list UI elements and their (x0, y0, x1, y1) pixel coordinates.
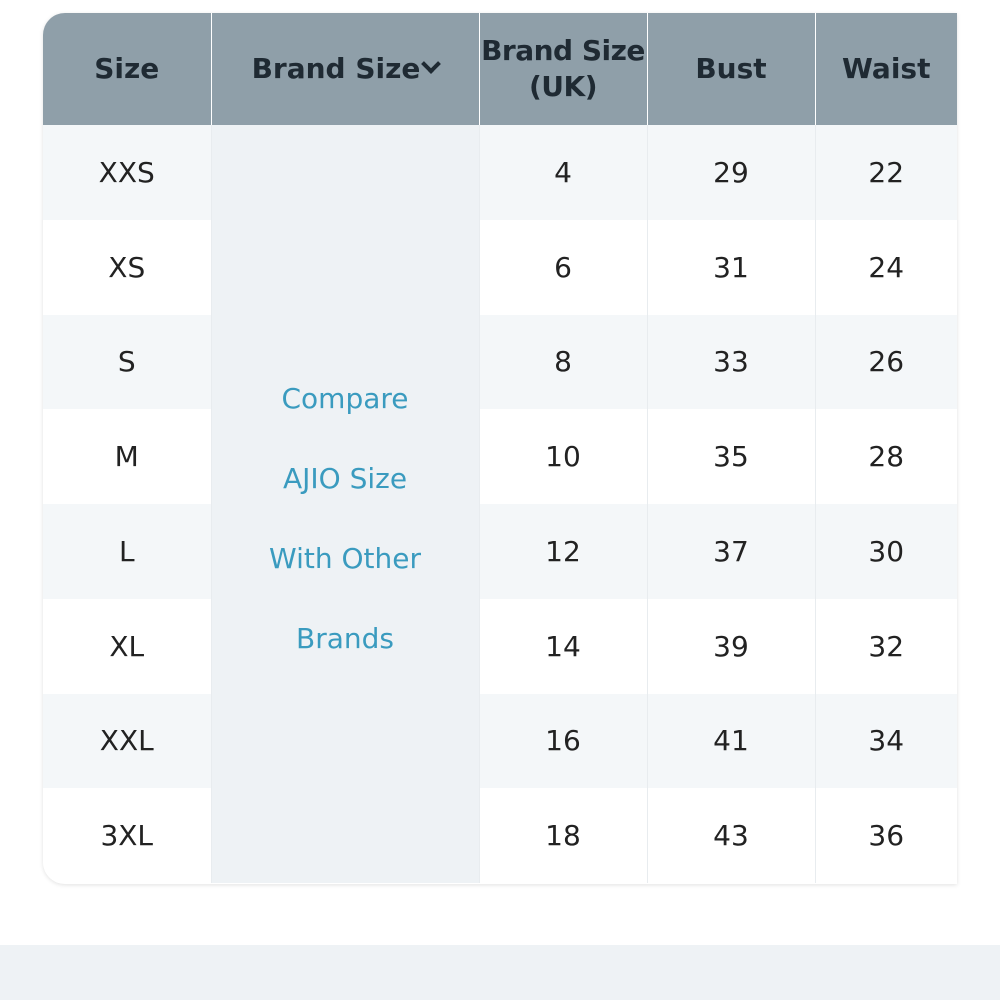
cell-waist: 26 (815, 314, 957, 410)
compare-link-line4[interactable]: Brands (296, 622, 394, 655)
header-waist: Waist (815, 13, 957, 125)
table-row: XS 6 31 24 (43, 219, 957, 315)
table-row: XXL 16 41 34 (43, 693, 957, 789)
bottom-bar (0, 945, 1000, 1000)
cell-bust: 39 (647, 598, 816, 694)
cell-size: XXS (43, 125, 212, 220)
cell-uk: 12 (479, 504, 648, 599)
header-bust: Bust (647, 13, 816, 125)
table-row: M 10 35 28 (43, 409, 957, 504)
header-size: Size (43, 13, 212, 125)
table-row: L 12 37 30 (43, 504, 957, 599)
cell-bust: 43 (647, 788, 816, 883)
header-brand-size-dropdown[interactable]: Brand Size (211, 13, 480, 125)
table-row: XL 14 39 32 (43, 598, 957, 694)
cell-waist: 22 (815, 125, 957, 220)
cell-waist: 24 (815, 219, 957, 315)
chevron-down-icon[interactable] (421, 53, 442, 74)
header-brand-size-label: Brand Size (251, 51, 421, 85)
header-brand-size-uk-line1: Brand Size (481, 33, 645, 67)
cell-waist: 36 (815, 788, 957, 883)
cell-size: XS (43, 219, 212, 315)
compare-ajio-size-link[interactable]: Compare AJIO Size With Other Brands (211, 125, 480, 883)
table-row: 3XL 18 43 36 (43, 788, 957, 883)
cell-uk: 10 (479, 409, 648, 504)
cell-size: XXL (43, 693, 212, 789)
cell-size: XL (43, 598, 212, 694)
cell-uk: 4 (479, 125, 648, 220)
header-brand-size-uk: Brand Size (UK) (479, 13, 648, 125)
cell-bust: 35 (647, 409, 816, 504)
cell-bust: 37 (647, 504, 816, 599)
cell-bust: 41 (647, 693, 816, 789)
cell-uk: 16 (479, 693, 648, 789)
cell-uk: 14 (479, 598, 648, 694)
cell-waist: 34 (815, 693, 957, 789)
cell-waist: 28 (815, 409, 957, 504)
cell-waist: 30 (815, 504, 957, 599)
size-chart-card: Size Brand Size Brand Size (UK) Bust Wai… (43, 13, 957, 884)
compare-link-line3[interactable]: With Other (269, 542, 421, 575)
cell-uk: 6 (479, 219, 648, 315)
cell-bust: 31 (647, 219, 816, 315)
compare-link-line2[interactable]: AJIO Size (282, 462, 408, 495)
table-row: S 8 33 26 (43, 314, 957, 410)
cell-bust: 33 (647, 314, 816, 410)
cell-waist: 32 (815, 598, 957, 694)
cell-bust: 29 (647, 125, 816, 220)
cell-size: S (43, 314, 212, 410)
cell-size: L (43, 504, 212, 599)
cell-uk: 8 (479, 314, 648, 410)
compare-link-line1[interactable]: Compare (281, 382, 409, 415)
cell-size: 3XL (43, 788, 212, 883)
size-chart-table: Size Brand Size Brand Size (UK) Bust Wai… (43, 13, 957, 883)
table-row: XXS Compare AJIO Size With Other Brands … (43, 125, 957, 883)
cell-size: M (43, 409, 212, 504)
header-brand-size-uk-line2: (UK) (528, 70, 598, 103)
cell-uk: 18 (479, 788, 648, 883)
table-header-row: Size Brand Size Brand Size (UK) Bust Wai… (43, 13, 957, 125)
